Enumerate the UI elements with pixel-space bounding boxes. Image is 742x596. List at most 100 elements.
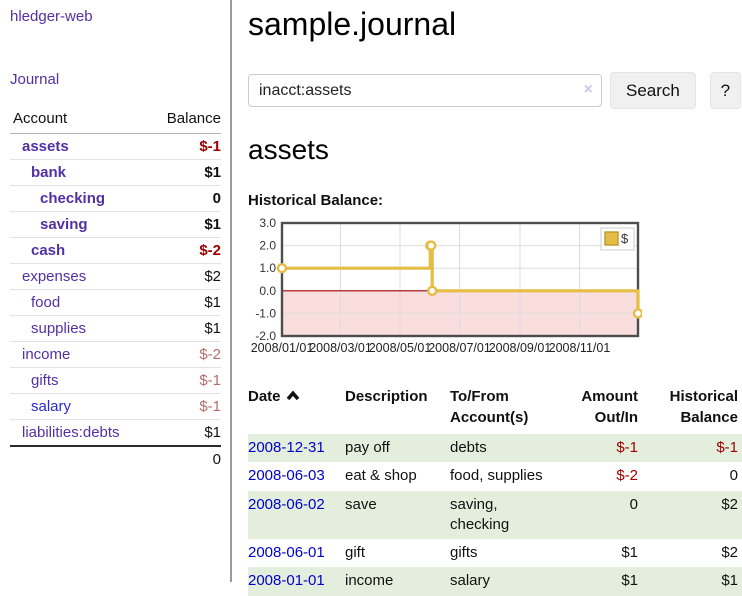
transaction-accounts: saving, checking	[450, 490, 562, 539]
account-link[interactable]: expenses	[22, 268, 87, 285]
search-form: × Search ?	[248, 72, 742, 109]
account-balance: $1	[151, 211, 221, 238]
account-balance: $-1	[199, 138, 221, 155]
data-point-marker	[632, 308, 642, 319]
account-balance: $1	[151, 315, 221, 342]
data-point-marker	[427, 285, 438, 297]
x-axis-tick-label: 2008/05/01	[369, 341, 432, 355]
sidebar: hledger-web Journal Account Balance asse…	[0, 0, 232, 582]
account-row: checking 0	[10, 185, 221, 212]
account-row: gifts $-1	[10, 367, 221, 394]
accounts-total-balance: 0	[151, 445, 221, 472]
x-axis-tick-label: 2008/03/01	[309, 341, 372, 355]
help-button[interactable]: ?	[709, 72, 741, 109]
transaction-balance: $2	[642, 490, 742, 539]
y-axis-tick-label: 1.0	[259, 261, 276, 275]
account-balance: $-2	[151, 237, 221, 264]
transaction-amount: $-2	[616, 467, 638, 485]
legend-swatch	[604, 231, 619, 246]
transaction-date-link[interactable]: 2008-06-03	[248, 467, 325, 485]
search-button[interactable]: Search	[610, 72, 696, 109]
register-header-tofrom: To/From Account(s)	[450, 388, 529, 426]
main-content: sample.journal × Search ? assets Histori…	[232, 0, 742, 596]
account-balance: $-1	[151, 393, 221, 420]
transaction-row: 2008-06-03 eat & shop food, supplies $-2 0	[248, 462, 742, 490]
account-row: income $-2	[10, 341, 221, 368]
data-point-marker	[276, 263, 288, 274]
account-link[interactable]: bank	[31, 164, 67, 181]
transaction-date-link[interactable]: 2008-06-01	[248, 544, 325, 561]
sidebar-journal-link[interactable]: Journal	[10, 71, 60, 88]
transaction-amount: $1	[562, 567, 642, 596]
account-balance: $2	[151, 263, 221, 290]
y-axis-tick-label: 0.0	[259, 284, 276, 298]
account-row: salary $-1	[10, 393, 221, 420]
transaction-row: 2008-01-01 income salary $1 $1	[248, 567, 742, 596]
transaction-date-link[interactable]: 2008-01-01	[248, 572, 325, 590]
transaction-accounts: gifts	[450, 544, 478, 561]
account-heading: assets	[248, 134, 329, 165]
transaction-row: 2008-12-31 pay off debts $-1 $-1	[248, 434, 742, 463]
account-balance: $1	[151, 419, 221, 446]
account-row: assets $-1	[10, 134, 221, 160]
transaction-accounts: debts	[450, 434, 562, 463]
account-link[interactable]: saving	[40, 216, 88, 233]
x-axis-tick-label: 2008/09/01	[489, 341, 552, 355]
account-balance: 0	[151, 185, 221, 212]
account-link[interactable]: gifts	[31, 372, 59, 389]
y-axis-tick-label: 3.0	[259, 218, 276, 230]
account-link[interactable]: liabilities:debts	[22, 424, 120, 441]
y-axis-tick-label: 2.0	[259, 239, 276, 253]
transaction-balance: $1	[642, 567, 742, 596]
account-row: bank $1	[10, 159, 221, 186]
transaction-balance: 0	[729, 467, 738, 485]
clear-search-icon[interactable]: ×	[583, 81, 593, 98]
register-header-amount: Amount Out/In	[581, 388, 638, 426]
account-link[interactable]: cash	[31, 242, 66, 259]
transaction-date-link[interactable]: 2008-12-31	[248, 439, 325, 456]
transaction-date-link[interactable]: 2008-06-02	[248, 495, 325, 513]
account-link[interactable]: income	[22, 346, 71, 363]
transaction-description: income	[345, 567, 450, 596]
accounts-header-balance: Balance	[151, 107, 221, 134]
account-balance: $-2	[151, 341, 221, 368]
app-title-link[interactable]: hledger-web	[10, 8, 93, 25]
data-point-marker	[426, 240, 437, 251]
transaction-row: 2008-06-02 save saving, checking 0 $2	[248, 490, 742, 539]
account-balance: $1	[151, 159, 221, 186]
legend-label: $	[621, 231, 629, 246]
transaction-accounts: food, supplies	[450, 467, 543, 485]
account-row: supplies $1	[10, 315, 221, 342]
sort-ascending-icon	[286, 390, 299, 401]
transaction-amount: $-1	[562, 434, 642, 463]
accounts-table: Account Balance assets $-1 bank $1 checking 0…	[10, 107, 221, 472]
account-row: food $1	[10, 289, 221, 316]
account-link[interactable]: food	[31, 294, 61, 311]
transaction-accounts: salary	[450, 567, 562, 596]
account-link[interactable]: salary	[31, 398, 72, 415]
x-axis-tick-label: 2008/07/01	[428, 341, 491, 355]
page-title: sample.journal	[248, 6, 457, 42]
chart-title: Historical Balance:	[248, 192, 384, 209]
account-balance: $1	[151, 289, 221, 316]
account-link[interactable]: checking	[40, 190, 106, 207]
account-row: saving $1	[10, 211, 221, 238]
y-axis-tick-label: -2.0	[255, 329, 276, 343]
x-axis-tick-label: 2008/11/01	[549, 341, 611, 355]
account-row: expenses $2	[10, 263, 221, 290]
plot-border	[280, 221, 640, 338]
transaction-description: pay off	[345, 434, 450, 463]
search-input[interactable]	[248, 74, 602, 107]
transaction-balance: $-1	[642, 434, 742, 463]
register-header-historical: Historical Balance	[669, 388, 738, 426]
transaction-amount: $1	[621, 544, 638, 561]
register-header-description: Description	[345, 388, 428, 405]
account-link[interactable]: assets	[22, 138, 69, 155]
register-header-date[interactable]: Date	[248, 384, 345, 434]
account-link[interactable]: supplies	[31, 320, 87, 337]
y-axis-tick-label: -1.0	[255, 306, 276, 320]
accounts-header-account: Account	[10, 107, 152, 134]
transaction-amount: 0	[562, 490, 642, 539]
account-row: liabilities:debts $1	[10, 419, 221, 446]
